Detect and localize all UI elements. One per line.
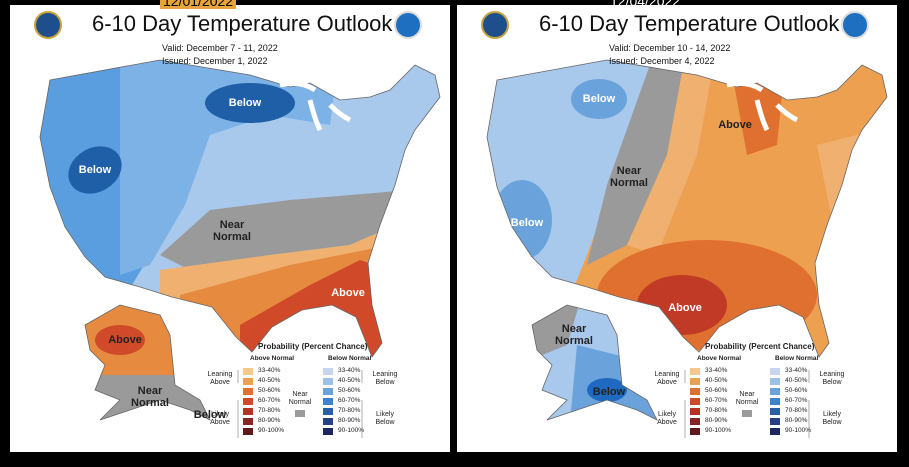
outlook-panel: 6-10 Day Temperature Outlook Valid: Decem… xyxy=(457,5,897,452)
legend-category: Leaning Below xyxy=(372,371,398,386)
map-label: Near Normal xyxy=(610,165,648,189)
legend-range: 33-40% xyxy=(258,367,281,374)
map-label: Below xyxy=(510,217,544,229)
legend-header: Below Normal xyxy=(775,355,819,362)
map-label: Near Normal xyxy=(213,219,251,243)
legend-range: 90-100% xyxy=(705,427,732,434)
legend-range: 33-40% xyxy=(785,367,808,374)
map-label: Below xyxy=(193,409,227,421)
legend-range: 40-50% xyxy=(258,377,281,384)
map-label: Below xyxy=(582,93,616,105)
legend-range: 80-90% xyxy=(785,417,808,424)
date-tab: 12/01/2022 xyxy=(160,0,237,9)
title: 6-10 Day Temperature Outlook xyxy=(539,11,840,36)
logo xyxy=(394,11,422,39)
logo xyxy=(481,11,509,39)
map-label: Below xyxy=(228,97,262,109)
legend-range: 70-80% xyxy=(785,407,808,414)
map xyxy=(481,11,888,438)
legend-range: 90-100% xyxy=(785,427,812,434)
legend-header: Below Normal xyxy=(328,355,372,362)
legend-range: 90-100% xyxy=(338,427,365,434)
legend-category: Leaning Above xyxy=(207,371,233,386)
legend-range: 33-40% xyxy=(705,367,728,374)
legend-title: Probability (Percent Chance) xyxy=(705,342,815,351)
issued-date: Issued: December 4, 2022 xyxy=(609,56,715,66)
map-label: Above xyxy=(331,287,365,299)
legend-range: 80-90% xyxy=(705,417,728,424)
legend-range: 50-60% xyxy=(258,387,281,394)
legend-category: Near Normal xyxy=(735,391,759,406)
legend-range: 60-70% xyxy=(258,397,281,404)
map-label: Below xyxy=(78,164,112,176)
valid-dates: Valid: December 7 - 11, 2022 xyxy=(162,43,278,53)
legend-category: Likely Above xyxy=(210,411,230,426)
legend-category: Leaning Above xyxy=(654,371,680,386)
legend-category: Likely Below xyxy=(822,411,842,426)
legend xyxy=(237,368,363,438)
legend-range: 90-100% xyxy=(258,427,285,434)
legend-range: 70-80% xyxy=(258,407,281,414)
legend-range: 33-40% xyxy=(338,367,361,374)
legend-range: 50-60% xyxy=(785,387,808,394)
map-label: Above xyxy=(718,119,752,131)
outlook-panel: 6-10 Day Temperature Outlook Valid: Decem… xyxy=(10,5,450,452)
legend-title: Probability (Percent Chance) xyxy=(258,342,368,351)
legend xyxy=(684,368,810,438)
legend-header: Above Normal xyxy=(250,355,295,362)
map-label: Near Normal xyxy=(555,323,593,347)
legend-range: 80-90% xyxy=(338,417,361,424)
logo xyxy=(34,11,62,39)
legend-category: Leaning Below xyxy=(819,371,845,386)
legend-range: 60-70% xyxy=(338,397,361,404)
map xyxy=(34,11,441,438)
legend-category: Near Normal xyxy=(288,391,312,406)
legend-range: 50-60% xyxy=(705,387,728,394)
legend-range: 60-70% xyxy=(705,397,728,404)
legend-range: 60-70% xyxy=(785,397,808,404)
map-label: Above xyxy=(108,334,142,346)
legend-range: 40-50% xyxy=(338,377,361,384)
legend-range: 40-50% xyxy=(705,377,728,384)
logo xyxy=(841,11,869,39)
legend-category: Likely Below xyxy=(375,411,395,426)
title: 6-10 Day Temperature Outlook xyxy=(92,11,393,36)
legend-header: Above Normal xyxy=(697,355,742,362)
issued-date: Issued: December 1, 2022 xyxy=(162,56,268,66)
valid-dates: Valid: December 10 - 14, 2022 xyxy=(609,43,731,53)
map-label: Near Normal xyxy=(131,385,169,409)
legend-category: Likely Above xyxy=(657,411,677,426)
legend-range: 70-80% xyxy=(705,407,728,414)
legend-range: 80-90% xyxy=(258,417,281,424)
legend-range: 70-80% xyxy=(338,407,361,414)
map-label: Below xyxy=(592,386,626,398)
legend-range: 40-50% xyxy=(785,377,808,384)
date-tab: 12/04/2022 xyxy=(610,0,681,9)
map-label: Above xyxy=(668,302,702,314)
legend-range: 50-60% xyxy=(338,387,361,394)
